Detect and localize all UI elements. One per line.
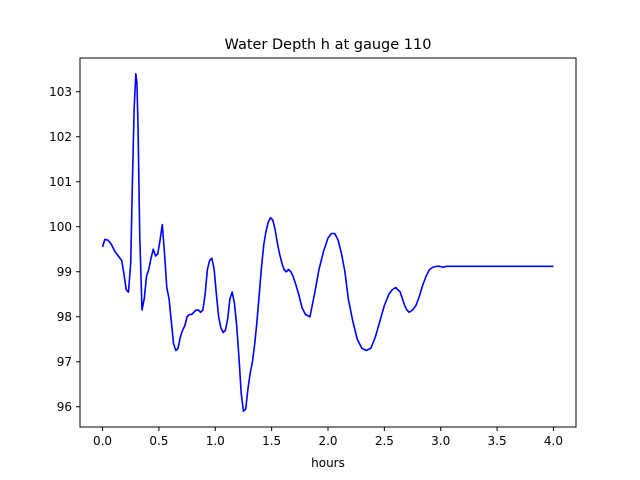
x-tick-label: 1.0: [206, 434, 225, 448]
x-tick-label: 1.5: [262, 434, 281, 448]
y-tick-label: 96: [57, 400, 72, 414]
x-axis-label: hours: [311, 456, 345, 470]
y-tick-label: 99: [57, 265, 72, 279]
plot-area: [101, 72, 554, 413]
y-tick-label: 102: [49, 130, 72, 144]
x-axis: 0.0 0.5 1.0 1.5 2.0 2.5 3.0 3.5 4.0: [93, 427, 563, 448]
x-tick-label: 2.0: [318, 434, 337, 448]
x-tick-label: 3.0: [431, 434, 450, 448]
x-tick-label: 0.0: [93, 434, 112, 448]
x-tick-label: 2.5: [375, 434, 394, 448]
y-tick-label: 98: [57, 310, 72, 324]
y-tick-label: 100: [49, 220, 72, 234]
x-tick-label: 0.5: [149, 434, 168, 448]
y-axis: 96 97 98 99 100 101 102 103: [49, 85, 80, 414]
x-tick-label: 3.5: [488, 434, 507, 448]
chart-title: Water Depth h at gauge 110: [225, 37, 432, 53]
y-tick-label: 101: [49, 175, 72, 189]
y-tick-label: 97: [57, 355, 72, 369]
y-tick-label: 103: [49, 85, 72, 99]
series-line-water-depth: [101, 72, 554, 413]
x-tick-label: 4.0: [544, 434, 563, 448]
